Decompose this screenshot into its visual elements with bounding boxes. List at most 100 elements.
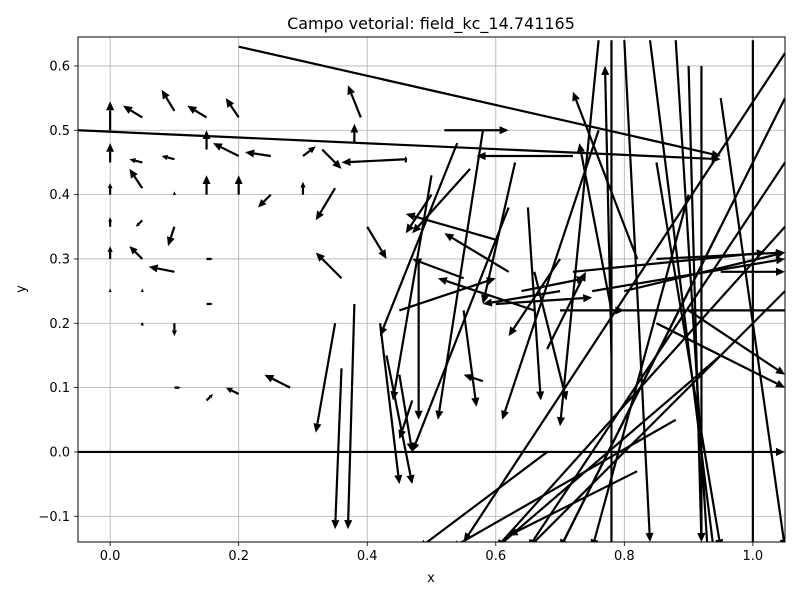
arrow-head [202, 130, 211, 139]
arrow-shaft [420, 261, 465, 280]
arrow-shaft [157, 267, 175, 273]
arrow-shaft [319, 187, 337, 214]
arrow-shaft [563, 97, 785, 541]
arrow-shaft [167, 156, 175, 161]
arrow-shaft [393, 175, 433, 392]
arrow-head [476, 152, 486, 161]
arrow-head [315, 210, 324, 221]
arrow-head [347, 85, 355, 96]
arrow-shaft [334, 368, 343, 521]
arrow-shaft [302, 149, 311, 157]
y-tick-label: 0.4 [49, 188, 70, 203]
x-tick-label: 0.6 [485, 549, 506, 564]
arrow-head [332, 159, 342, 169]
arrow-shaft [366, 226, 383, 252]
arrow-shaft [169, 226, 176, 238]
arrow-head [405, 223, 415, 234]
arrow-shaft [238, 45, 713, 156]
arrow-head [106, 143, 114, 152]
arrow-head [775, 366, 785, 375]
arrow-head [177, 386, 181, 390]
arrow-head [129, 158, 136, 164]
y-axis-ticks: −0.1 0.0 0.1 0.2 0.3 0.4 0.5 0.6 [38, 59, 78, 525]
grid [78, 37, 785, 542]
arrow-head [129, 168, 138, 179]
arrow-head [390, 390, 399, 401]
arrow-head [536, 391, 545, 401]
arrow-head [501, 410, 509, 420]
arrow-shaft [516, 470, 638, 533]
arrow-head [167, 236, 175, 247]
arrow-head [486, 277, 496, 285]
arrow-head [213, 143, 223, 151]
arrow-shaft [559, 40, 600, 418]
arrow-shaft [133, 175, 144, 189]
arrow-shaft [446, 280, 535, 312]
arrow-shaft [350, 93, 362, 118]
y-tick-label: 0.1 [49, 381, 70, 396]
arrow-shaft [467, 52, 785, 536]
arrow-shaft [648, 40, 714, 542]
arrow-head [209, 257, 213, 261]
arrow-head [528, 538, 535, 542]
arrow-head [225, 98, 235, 108]
y-tick-label: 0.6 [49, 59, 70, 74]
arrow-shaft [321, 258, 343, 280]
arrow-shaft [385, 355, 412, 476]
y-tick-label: −0.1 [38, 510, 70, 525]
x-tick-label: 0.2 [228, 549, 249, 564]
arrow-head [590, 538, 599, 542]
arrow-head [414, 410, 423, 420]
arrow-head [463, 373, 474, 382]
arrow-head [556, 416, 565, 427]
arrow-head [776, 447, 785, 456]
arrow-shaft [347, 303, 356, 521]
arrow-shaft [495, 297, 584, 306]
arrow-shaft [655, 162, 721, 540]
y-axis-label: y [14, 285, 29, 293]
arrow-head [350, 123, 359, 133]
arrow-head [394, 474, 403, 485]
arrow-shaft [593, 194, 690, 541]
x-tick-label: 0.8 [614, 549, 635, 564]
arrow-head [107, 183, 113, 189]
arrow-head [775, 380, 785, 388]
arrow-head [412, 223, 422, 234]
arrow-head [481, 294, 489, 304]
arrow-shaft [521, 278, 578, 293]
arrow-shaft [262, 193, 272, 203]
arrow-head [258, 199, 267, 208]
arrow-head [703, 546, 711, 555]
arrow-head [172, 191, 176, 195]
arrow-head [422, 539, 426, 542]
x-axis-label: x [427, 571, 435, 586]
x-tick-label: 1.0 [743, 549, 764, 564]
y-tick-label: 0.5 [49, 124, 70, 139]
arrow-shaft [78, 129, 712, 160]
arrow-head [711, 154, 721, 163]
arrow-shaft [350, 158, 406, 164]
x-tick-label: 0.4 [357, 549, 378, 564]
arrow-shaft [134, 251, 144, 260]
arrow-head [444, 233, 455, 242]
arrow-head [560, 538, 568, 542]
arrow-head [406, 474, 415, 485]
arrow-head [482, 298, 493, 307]
arrow-head [129, 246, 138, 255]
arrow-head [107, 246, 113, 252]
arrow-head [508, 527, 519, 536]
arrow-shaft [500, 226, 785, 542]
arrow-head [601, 65, 610, 75]
arrow-head [313, 423, 322, 433]
plot-frame [77, 36, 786, 543]
arrow-head [161, 89, 170, 100]
arrow-head [123, 105, 133, 114]
y-tick-label: 0.2 [49, 317, 70, 332]
arrow-head [315, 252, 325, 262]
arrow-head [576, 276, 586, 284]
arrow-head [779, 539, 785, 542]
arrow-shaft [271, 377, 291, 389]
arrow-head [209, 302, 213, 306]
arrow-shaft [425, 451, 548, 542]
